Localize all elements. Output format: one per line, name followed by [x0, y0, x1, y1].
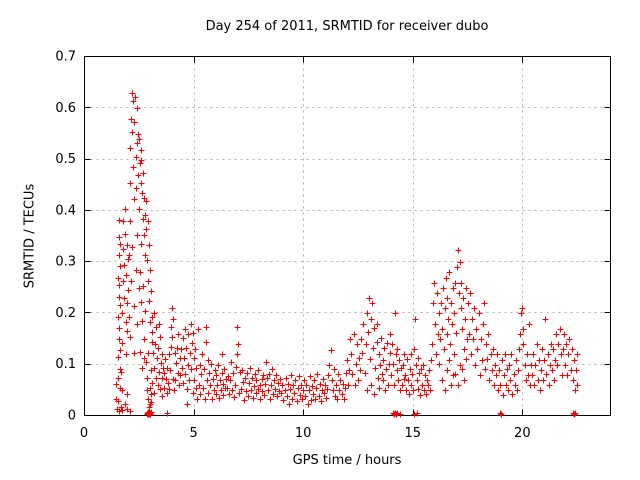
y-tick-label: 0.1 — [55, 357, 76, 372]
plot-border — [84, 56, 611, 416]
y-tick-label: 0.6 — [55, 101, 76, 116]
y-tick-label: 0.5 — [55, 152, 76, 167]
y-tick-label: 0.3 — [55, 255, 76, 270]
x-tick-label: 0 — [80, 426, 88, 441]
y-tick-label: 0.2 — [55, 306, 76, 321]
y-tick-labels: 0 0.1 0.2 0.3 0.4 0.5 0.6 0.7 — [55, 50, 76, 424]
x-tick-label: 15 — [404, 426, 421, 441]
y-axis-title: SRMTID / TECUs — [22, 183, 38, 289]
x-axis-title: GPS time / hours — [292, 453, 402, 468]
y-tick-label: 0.7 — [55, 50, 76, 65]
chart-title: Day 254 of 2011, SRMTID for receiver dub… — [205, 19, 489, 34]
y-tick-label: 0.4 — [55, 203, 76, 218]
x-tick-label: 20 — [514, 426, 531, 441]
data-points-plus-markers — [113, 90, 581, 418]
y-tick-label: 0 — [68, 409, 76, 424]
x-tick-labels: 0 5 10 15 20 — [80, 426, 531, 441]
x-tick-label: 10 — [295, 426, 312, 441]
x-tick-label: 5 — [189, 426, 197, 441]
